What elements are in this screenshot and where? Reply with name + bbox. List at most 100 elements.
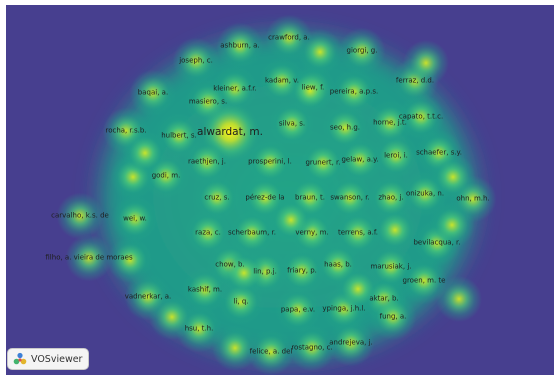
item-label[interactable]: pereira, a.p.s. — [329, 87, 379, 96]
density-peak — [369, 293, 417, 341]
density-peak — [400, 257, 448, 305]
density-peak — [338, 27, 386, 75]
item-label[interactable]: scherbaum, r. — [227, 228, 277, 237]
item-label[interactable]: horne, j.t. — [373, 118, 407, 127]
item-label[interactable]: swanson, r. — [330, 193, 370, 202]
density-peak — [335, 266, 381, 312]
item-label[interactable]: friary, p. — [287, 266, 317, 275]
item-label[interactable]: alwardat, m. — [197, 125, 263, 138]
density-peak — [288, 324, 336, 372]
item-label[interactable]: aktar, b. — [369, 294, 399, 303]
item-label[interactable]: joseph, c. — [179, 56, 213, 65]
item-label[interactable]: capato, t.t.c. — [398, 112, 444, 121]
density-peak — [183, 138, 231, 186]
item-label[interactable]: ypinga, j.h.l. — [322, 304, 366, 313]
item-label[interactable]: bevilacqua, r. — [413, 238, 461, 247]
item-label[interactable]: terrens, a.f. — [337, 228, 379, 237]
density-peak — [274, 286, 322, 334]
vosviewer-logo-icon — [13, 352, 27, 365]
item-label[interactable]: verny, m. — [295, 228, 329, 237]
item-label[interactable]: baqai, a. — [137, 88, 169, 97]
item-labels: crawford, a. ashburn, a. giorgi, g. jose… — [6, 5, 554, 375]
item-label[interactable]: ashburn, a. — [220, 41, 260, 50]
density-peak — [149, 294, 195, 340]
density-peak — [372, 207, 418, 253]
density-peak — [326, 174, 374, 222]
density-peak — [212, 325, 258, 371]
item-label[interactable]: cruz, s. — [204, 193, 230, 202]
item-label[interactable]: groen, m. te — [402, 276, 446, 285]
item-label[interactable]: li, q. — [233, 297, 249, 306]
item-label[interactable]: gelaw, a.y. — [341, 155, 379, 164]
density-peak — [246, 138, 294, 186]
item-label[interactable]: seo, h.g. — [329, 123, 361, 132]
item-label[interactable]: vadnerkar, a. — [124, 292, 172, 301]
item-label[interactable]: kashif, m. — [187, 285, 223, 294]
item-label[interactable]: schaefer, s.y. — [416, 148, 462, 157]
item-label[interactable]: raza, c. — [195, 228, 221, 237]
density-peak — [129, 69, 177, 117]
item-label[interactable]: braun, t. — [295, 193, 325, 202]
item-label[interactable]: marusiak, j. — [370, 262, 412, 271]
item-label[interactable]: kleiner, a.f.r. — [213, 84, 257, 93]
item-label[interactable]: zhao, j. — [378, 193, 404, 202]
item-label[interactable]: prosperini, l. — [248, 157, 292, 166]
item-label[interactable]: papa, e.v. — [280, 305, 316, 314]
item-label[interactable]: hsu, t.h. — [184, 324, 214, 333]
density-layer — [56, 14, 497, 375]
item-label[interactable]: felice, a. del — [249, 347, 293, 356]
density-peak — [268, 197, 314, 243]
item-label[interactable]: onizuka, n. — [405, 189, 445, 198]
item-label[interactable]: filho, a. vieira de moraes — [45, 253, 133, 262]
density-peak — [429, 202, 475, 248]
density-peak — [193, 174, 241, 222]
item-label[interactable]: silva, s. — [278, 119, 306, 128]
density-peak — [221, 250, 267, 296]
density-peak — [436, 276, 482, 322]
vosviewer-logo-text: VOSviewer — [31, 353, 83, 365]
item-label[interactable]: kadam, v. — [264, 76, 300, 85]
item-label[interactable]: fung, a. — [379, 312, 407, 321]
item-label[interactable]: raethjen, j. — [188, 157, 226, 166]
density-peaks — [56, 14, 497, 375]
item-label[interactable]: grunert, r. — [305, 158, 341, 167]
item-label[interactable]: liew, f. — [301, 83, 325, 92]
item-label[interactable]: crawford, a. — [268, 33, 310, 42]
density-map[interactable]: crawford, a. ashburn, a. giorgi, g. jose… — [6, 5, 554, 375]
density-peak — [111, 195, 159, 243]
density-peak — [172, 37, 220, 85]
item-label[interactable]: godi, m. — [151, 171, 181, 180]
item-label[interactable]: haas, b. — [324, 260, 352, 269]
item-label[interactable]: ferraz, d.d. — [395, 76, 435, 85]
density-peak — [65, 234, 113, 282]
item-label[interactable]: masiero, s. — [188, 97, 228, 106]
vosviewer-logo-badge[interactable]: VOSviewer — [7, 348, 89, 370]
item-label[interactable]: rocha, r.s.b. — [105, 126, 147, 135]
density-peak — [297, 29, 343, 75]
density-peak — [430, 154, 476, 200]
density-peak — [216, 22, 264, 70]
density-peak — [327, 319, 375, 367]
density-peak — [330, 68, 378, 116]
density-peak — [247, 328, 295, 375]
density-peak — [122, 130, 168, 176]
item-label[interactable]: leroi, i. — [384, 151, 408, 160]
item-label[interactable]: giorgi, g. — [346, 46, 378, 55]
item-label[interactable]: hulbert, s. — [161, 131, 197, 140]
density-peak — [372, 132, 420, 180]
density-peak — [181, 266, 229, 314]
density-peak — [56, 192, 104, 240]
item-label[interactable]: ohn, m.h. — [456, 194, 490, 203]
density-peak — [403, 40, 449, 86]
item-label[interactable]: carvalho, k.s. de — [51, 211, 109, 220]
density-peak — [336, 136, 384, 184]
item-label[interactable]: andrejeva, j. — [329, 338, 373, 347]
item-label[interactable]: wei, w. — [123, 214, 147, 223]
item-label[interactable]: pérez-de la — [245, 193, 285, 202]
item-label[interactable]: lin, p.j. — [253, 267, 277, 276]
item-label[interactable]: chow, b. — [215, 260, 245, 269]
density-peak — [278, 247, 326, 295]
density-peak — [107, 237, 153, 283]
item-label[interactable]: rostagno, c. — [291, 343, 333, 352]
